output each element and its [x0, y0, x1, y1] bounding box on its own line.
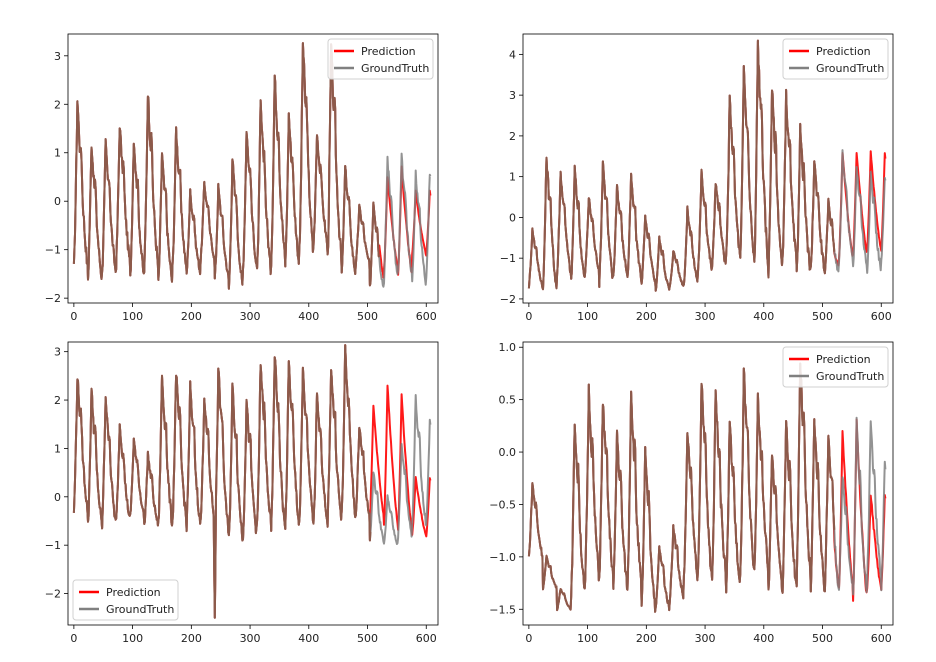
x-tick-label: 100 — [122, 310, 143, 323]
y-tick-label: 4 — [509, 48, 516, 61]
y-tick-label: −1.5 — [489, 603, 516, 616]
chart-panel-top-right: 0 100 200 300 400 500 600 −2 −1 0 1 2 3 4 Prediction Gr… — [500, 33, 894, 323]
x-tick-label: 100 — [577, 632, 598, 645]
y-tick-label: −2 — [45, 588, 61, 601]
y-tick-label: 0.5 — [499, 394, 517, 407]
x-tick-label: 100 — [577, 310, 598, 323]
plot-frame — [67, 33, 439, 304]
ground-truth-series-line — [72, 42, 432, 290]
x-tick-label: 0 — [70, 632, 77, 645]
x-tick-label: 400 — [298, 632, 319, 645]
y-tick-label: 3 — [54, 50, 61, 63]
x-tick-label: 600 — [416, 310, 437, 323]
overlap-series-line — [72, 42, 381, 290]
y-tick-label: −1 — [500, 252, 516, 265]
y-tick-label: −2 — [45, 292, 61, 305]
y-tick-label: −1.0 — [489, 551, 516, 564]
x-tick-label: 300 — [240, 310, 261, 323]
y-tick-label: 1 — [509, 171, 516, 184]
legend-box — [782, 346, 889, 388]
x-tick-label: 200 — [181, 310, 202, 323]
x-tick-label: 600 — [416, 632, 437, 645]
legend-label-groundtruth: GroundTruth — [106, 603, 174, 616]
x-tick-label: 600 — [871, 310, 892, 323]
x-tick-label: 500 — [812, 310, 833, 323]
y-tick-label: 0.0 — [499, 446, 517, 459]
legend-label-groundtruth: GroundTruth — [361, 62, 429, 75]
x-tick-label: 200 — [636, 632, 657, 645]
y-tick-label: 0 — [54, 195, 61, 208]
x-tick-label: 500 — [357, 310, 378, 323]
y-tick-label: 3 — [54, 346, 61, 359]
y-tick-label: −1 — [45, 539, 61, 552]
y-tick-label: 1.0 — [499, 341, 517, 354]
y-tick-label: 2 — [54, 98, 61, 111]
legend-label-groundtruth: GroundTruth — [816, 370, 884, 383]
plot-frame — [522, 33, 894, 304]
x-tick-label: 0 — [525, 632, 532, 645]
y-tick-label: 3 — [509, 89, 516, 102]
y-tick-label: −1 — [45, 244, 61, 257]
legend-label-prediction: Prediction — [816, 353, 871, 366]
legend-label-prediction: Prediction — [106, 586, 161, 599]
chart-panel-top-left: 0 100 200 300 400 500 600 −2 −1 0 1 2 3 Prediction Gro… — [45, 33, 439, 323]
x-tick-label: 400 — [753, 310, 774, 323]
x-tick-label: 200 — [181, 632, 202, 645]
x-tick-label: 300 — [695, 632, 716, 645]
plot-frame — [67, 341, 439, 626]
x-tick-label: 300 — [695, 310, 716, 323]
legend-label-groundtruth: GroundTruth — [816, 62, 884, 75]
y-tick-label: 0 — [509, 211, 516, 224]
x-tick-label: 500 — [812, 632, 833, 645]
x-tick-label: 600 — [871, 632, 892, 645]
plot-frame — [522, 341, 894, 626]
legend-label-prediction: Prediction — [816, 45, 871, 58]
y-tick-label: 1 — [54, 147, 61, 160]
overlap-series-line — [527, 362, 836, 613]
x-tick-label: 0 — [525, 310, 532, 323]
x-tick-label: 400 — [298, 310, 319, 323]
y-tick-label: 2 — [509, 130, 516, 143]
y-tick-label: 0 — [54, 491, 61, 504]
x-tick-label: 500 — [357, 632, 378, 645]
x-tick-label: 0 — [70, 310, 77, 323]
x-tick-label: 200 — [636, 310, 657, 323]
overlap-series-line — [72, 344, 372, 619]
x-tick-label: 400 — [753, 632, 774, 645]
prediction-series-line — [72, 42, 432, 290]
chart-panel-bottom-left: 0 100 200 300 400 500 600 −2 −1 0 1 2 3 Prediction Gro… — [45, 341, 439, 645]
y-tick-label: −2 — [500, 293, 516, 306]
legend-box — [782, 38, 889, 80]
overlap-series-line — [527, 39, 836, 292]
x-tick-label: 100 — [122, 632, 143, 645]
x-tick-label: 300 — [240, 632, 261, 645]
legend-label-prediction: Prediction — [361, 45, 416, 58]
legend-box — [72, 579, 179, 621]
y-tick-label: 2 — [54, 394, 61, 407]
legend-box — [327, 38, 434, 80]
chart-panel-bottom-right: 0 100 200 300 400 500 600 −1.5 −1.0 −0.5 0.0 0.5 1.0… — [489, 341, 894, 645]
y-tick-label: −0.5 — [489, 498, 516, 511]
y-tick-label: 1 — [54, 442, 61, 455]
